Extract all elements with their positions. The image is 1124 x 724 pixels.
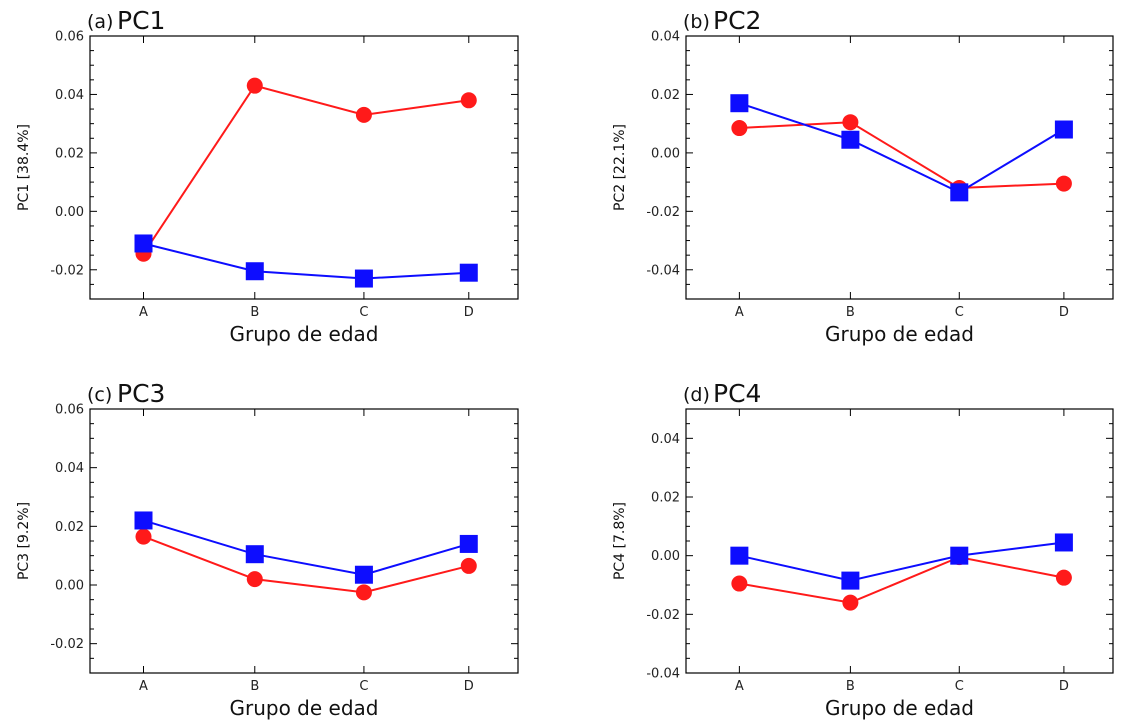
panel-title: PC3 <box>117 379 165 408</box>
y-tick-label: 0.04 <box>55 88 84 103</box>
data-point-square <box>354 269 373 288</box>
data-point-square <box>841 571 860 590</box>
x-axis-label: Grupo de edad <box>825 696 974 720</box>
x-tick-label: D <box>464 305 474 320</box>
data-point-square <box>354 565 373 584</box>
y-tick-label: -0.02 <box>646 608 680 623</box>
y-tick-label: -0.04 <box>646 667 680 682</box>
data-point-square <box>459 263 478 282</box>
series-line-1 <box>142 84 469 255</box>
data-point-square <box>134 234 153 253</box>
x-axis-label: Grupo de edad <box>230 322 379 346</box>
y-tick-label: 0.04 <box>651 30 680 45</box>
data-point-square <box>1054 533 1073 552</box>
y-axis-label: PC4 [7.8%] <box>612 502 628 580</box>
data-point-circle <box>460 557 477 574</box>
series-line-1 <box>739 121 1064 189</box>
panel-title: PC2 <box>713 6 761 35</box>
chart-panel-4: -0.04 -0.02 0.00 0.02 0.04 A B C D Grupo de edad P… <box>612 379 1114 720</box>
y-tick-label: -0.02 <box>50 263 84 278</box>
y-axis-label: PC2 [22.1%] <box>612 124 628 211</box>
data-point-square <box>245 262 264 281</box>
x-tick-label: C <box>359 679 368 694</box>
y-tick-label: 0.00 <box>651 549 680 564</box>
y-tick-label: -0.02 <box>646 205 680 220</box>
panel-title: PC4 <box>713 379 761 408</box>
x-tick-label: D <box>1059 679 1069 694</box>
data-point-square <box>950 183 969 202</box>
series-line-1 <box>143 535 470 594</box>
x-axis-label: Grupo de edad <box>230 696 379 720</box>
data-point-square <box>1054 120 1073 139</box>
panel-title: PC1 <box>117 6 165 35</box>
data-point-square <box>459 534 478 553</box>
x-axis-label: Grupo de edad <box>825 322 974 346</box>
data-point-circle <box>1055 569 1072 586</box>
data-point-circle <box>460 92 477 109</box>
data-point-square <box>730 94 749 113</box>
series-line-2 <box>143 519 470 576</box>
y-tick-label: 0.06 <box>55 403 84 418</box>
x-tick-label: C <box>955 679 964 694</box>
data-point-square <box>134 511 153 530</box>
data-point-circle <box>1055 175 1072 192</box>
y-tick-label: 0.02 <box>55 520 84 535</box>
data-point-square <box>950 546 969 565</box>
y-tick-label: -0.02 <box>50 637 84 652</box>
plot-frame <box>89 35 519 300</box>
data-point-circle <box>842 594 859 611</box>
plot-frame <box>685 408 1114 674</box>
x-tick-label: B <box>846 679 855 694</box>
y-tick-label: 0.00 <box>55 579 84 594</box>
chart-panel-3: -0.02 0.00 0.02 0.04 0.06 A B C D Grupo de edad PC… <box>16 379 519 720</box>
x-tick-label: B <box>846 305 855 320</box>
data-point-circle <box>355 584 372 601</box>
x-tick-label: A <box>139 679 148 694</box>
series-line-1 <box>739 556 1065 604</box>
y-tick-label: 0.04 <box>55 461 84 476</box>
data-point-circle <box>246 571 263 588</box>
y-tick-label: 0.02 <box>651 88 680 103</box>
y-tick-label: 0.02 <box>651 491 680 506</box>
plot-frame <box>685 35 1114 300</box>
data-point-circle <box>135 528 152 545</box>
panel-tag: (b) <box>683 11 710 33</box>
panel-tag: (d) <box>683 384 710 406</box>
x-tick-label: B <box>250 305 259 320</box>
y-tick-label: 0.00 <box>651 146 680 161</box>
y-tick-label: 0.02 <box>55 146 84 161</box>
x-tick-label: A <box>139 305 148 320</box>
y-axis-label: PC3 [9.2%] <box>16 502 32 580</box>
series-line-2 <box>739 102 1065 194</box>
x-tick-label: C <box>359 305 368 320</box>
chart-panel-2: -0.04 -0.02 0.00 0.02 0.04 A B C D Grupo de edad P… <box>612 6 1114 346</box>
data-point-circle <box>731 120 748 137</box>
y-axis-label: PC1 [38.4%] <box>16 124 32 211</box>
y-tick-label: 0.04 <box>651 432 680 447</box>
data-point-square <box>245 545 264 564</box>
chart-panel-1: -0.02 0.00 0.02 0.04 0.06 A B C D Grupo de edad PC… <box>16 6 519 346</box>
data-point-square <box>730 546 749 565</box>
panel-tag: (c) <box>87 384 112 406</box>
x-tick-label: D <box>464 679 474 694</box>
x-tick-label: D <box>1059 305 1069 320</box>
series-line-2 <box>739 541 1065 582</box>
panel-tag: (a) <box>87 11 113 33</box>
y-tick-label: 0.06 <box>55 30 84 45</box>
data-point-circle <box>246 77 263 94</box>
data-point-circle <box>355 106 372 123</box>
x-tick-label: C <box>955 305 964 320</box>
data-point-circle <box>731 575 748 592</box>
x-tick-label: A <box>735 305 744 320</box>
y-tick-label: -0.04 <box>646 263 680 278</box>
x-tick-label: B <box>250 679 259 694</box>
y-tick-label: 0.00 <box>55 205 84 220</box>
x-tick-label: A <box>735 679 744 694</box>
data-point-square <box>841 130 860 149</box>
series-line-2 <box>143 242 469 280</box>
data-point-circle <box>842 114 859 131</box>
